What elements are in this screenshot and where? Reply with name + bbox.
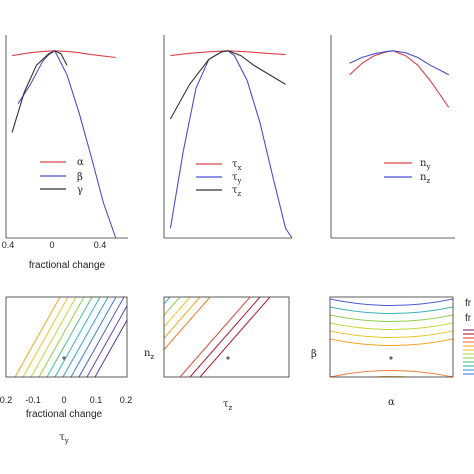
series-line [17, 50, 117, 239]
contour-line [6, 297, 7, 299]
legend-label: τx [232, 159, 242, 172]
contour-line [330, 314, 453, 322]
series-line [170, 50, 286, 57]
panel-bottom-middle: nz τz [80, 296, 290, 412]
legend-label: ny [420, 158, 430, 171]
optimum-marker [62, 356, 66, 360]
series-line [169, 50, 286, 120]
contour-line [62, 297, 109, 377]
legend: τx τy τz [196, 159, 242, 198]
axes-frame [329, 296, 454, 378]
x-tick-label: 0.4 [2, 240, 15, 250]
contour-line [164, 297, 171, 305]
x-tick-label: -0.1 [25, 395, 41, 405]
contour-line [330, 338, 453, 346]
contour-line [164, 297, 181, 317]
contour-line [367, 376, 415, 377]
contour-line [199, 297, 271, 377]
series-line [349, 50, 450, 108]
optimum-marker [226, 356, 230, 360]
contour-line [38, 297, 85, 377]
legend: ny nz [384, 158, 430, 185]
legend-label: γ [77, 185, 83, 196]
contour-line [78, 297, 125, 377]
legend-label: nz [420, 172, 430, 185]
contour-line [30, 297, 77, 377]
colorbar [463, 329, 474, 375]
legend-label: τz [232, 185, 242, 198]
x-tick-label: 0.4 [94, 240, 107, 250]
x-tick-label: 0 [61, 395, 66, 405]
colorbar-label: fr [465, 298, 472, 309]
contour-line [330, 370, 453, 377]
contour-line [330, 385, 453, 392]
contour-line [80, 297, 150, 377]
x-axis-label: τz [223, 399, 233, 412]
contour-line [330, 330, 453, 338]
contour-line [164, 297, 211, 351]
contour-line [70, 297, 117, 377]
y-axis-label: β [311, 349, 317, 360]
x-tick-label: 0.1 [90, 395, 103, 405]
panel-top-right: ny nz [330, 35, 455, 239]
contour-line [189, 297, 261, 377]
series-line [169, 50, 293, 239]
legend-label: β [77, 172, 83, 183]
contour-line [94, 319, 127, 377]
contour-line [46, 297, 93, 377]
y-axis-label: τy [59, 432, 69, 445]
series-line [349, 50, 450, 76]
contour-line [330, 306, 453, 314]
contour-line [179, 297, 251, 377]
panel-bottom-left: 0.2 -0.1 0 0.1 0.2 fractional change τy [0, 296, 133, 445]
contour-line [86, 304, 127, 377]
legend-label: τy [232, 172, 242, 185]
optimum-marker [389, 356, 393, 360]
series-line [12, 50, 116, 59]
x-axis-label: fractional change [26, 409, 103, 420]
panel-top-middle: τx τy τz [163, 35, 293, 239]
contour-line [330, 322, 453, 330]
x-tick-label: 0.2 [120, 395, 133, 405]
contour-line [54, 297, 101, 377]
contour-line [14, 297, 61, 377]
y-axis-label: nz [144, 348, 154, 361]
contour-line [164, 297, 201, 339]
contour-line [330, 409, 453, 416]
axes-frame [163, 296, 290, 378]
colorbar-label: fr [465, 313, 472, 324]
panel-top-left: 0.4 0 0.4 fractional change α β γ [2, 35, 128, 271]
contour-line [22, 297, 69, 377]
panel-bottom-right: β α fr fr [311, 296, 474, 416]
legend: α β γ [40, 157, 84, 196]
x-axis-label: α [388, 397, 395, 408]
series-line [11, 50, 68, 133]
contour-line [330, 298, 453, 306]
x-tick-label: 0.2 [0, 395, 12, 405]
legend-label: α [77, 157, 84, 168]
axes-frame [5, 296, 128, 378]
x-tick-label: 0 [49, 240, 54, 250]
contour-line [164, 297, 191, 328]
x-axis-label: fractional change [29, 260, 106, 271]
